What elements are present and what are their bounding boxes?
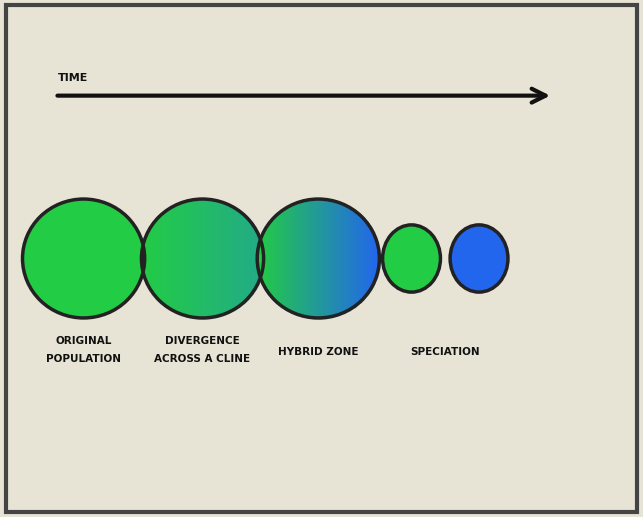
Ellipse shape [23,199,145,318]
Text: HYBRID ZONE: HYBRID ZONE [278,347,359,357]
Text: POPULATION: POPULATION [46,355,121,364]
Text: ACROSS A CLINE: ACROSS A CLINE [154,355,251,364]
Text: ORIGINAL: ORIGINAL [55,337,112,346]
Text: TIME: TIME [58,73,88,83]
Ellipse shape [383,225,440,292]
Ellipse shape [450,225,508,292]
Text: SPECIATION: SPECIATION [410,347,480,357]
Text: DIVERGENCE: DIVERGENCE [165,337,240,346]
